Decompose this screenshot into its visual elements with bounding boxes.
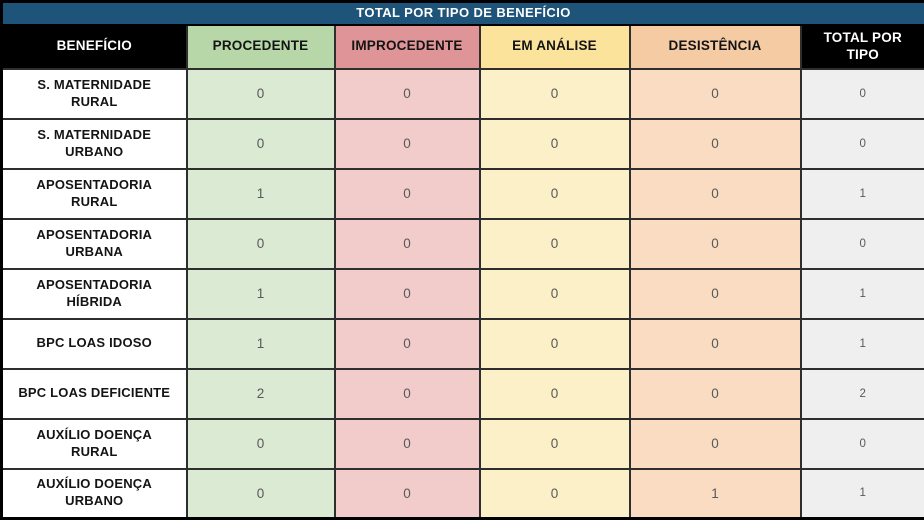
table-row: APOSENTADORIA HÍBRIDA 1 0 0 0 1 — [0, 267, 924, 320]
column-header-total-por-tipo: TOTAL POR TIPO — [799, 23, 924, 70]
value-cell: 0 — [628, 317, 802, 370]
value-cell: 2 — [799, 367, 924, 420]
value-cell: 0 — [628, 217, 802, 270]
table-title: TOTAL POR TIPO DE BENEFÍCIO — [0, 0, 924, 26]
value-cell: 0 — [185, 217, 336, 270]
value-cell: 0 — [333, 117, 481, 170]
value-cell: 0 — [333, 467, 481, 520]
row-label-auxilio-doenca-rural: AUXÍLIO DOENÇA RURAL — [0, 417, 188, 470]
column-header-improcedente: IMPROCEDENTE — [333, 23, 481, 70]
value-cell: 0 — [333, 67, 481, 120]
row-label-aposentadoria-urbana: APOSENTADORIA URBANA — [0, 217, 188, 270]
value-cell: 1 — [799, 467, 924, 520]
value-cell: 1 — [628, 467, 802, 520]
value-cell: 1 — [185, 167, 336, 220]
value-cell: 0 — [628, 417, 802, 470]
value-cell: 0 — [628, 367, 802, 420]
row-label-s-maternidade-urbano: S. MATERNIDADE URBANO — [0, 117, 188, 170]
value-cell: 0 — [478, 267, 631, 320]
table-row: BPC LOAS IDOSO 1 0 0 0 1 — [0, 317, 924, 370]
column-header-procedente: PROCEDENTE — [185, 23, 336, 70]
value-cell: 1 — [799, 267, 924, 320]
row-label-s-maternidade-rural: S. MATERNIDADE RURAL — [0, 67, 188, 120]
table-row: APOSENTADORIA URBANA 0 0 0 0 0 — [0, 217, 924, 270]
row-label-auxilio-doenca-urbano: AUXÍLIO DOENÇA URBANO — [0, 467, 188, 520]
value-cell: 0 — [799, 417, 924, 470]
value-cell: 0 — [478, 67, 631, 120]
column-header-desistencia: DESISTÊNCIA — [628, 23, 802, 70]
value-cell: 0 — [478, 367, 631, 420]
value-cell: 0 — [478, 167, 631, 220]
value-cell: 0 — [333, 317, 481, 370]
value-cell: 0 — [628, 267, 802, 320]
value-cell: 0 — [333, 167, 481, 220]
value-cell: 0 — [478, 217, 631, 270]
value-cell: 0 — [799, 117, 924, 170]
value-cell: 0 — [628, 117, 802, 170]
row-label-bpc-loas-idoso: BPC LOAS IDOSO — [0, 317, 188, 370]
value-cell: 1 — [185, 317, 336, 370]
value-cell: 0 — [185, 467, 336, 520]
value-cell: 0 — [185, 117, 336, 170]
column-header-em-analise: EM ANÁLISE — [478, 23, 631, 70]
value-cell: 0 — [478, 467, 631, 520]
value-cell: 0 — [185, 67, 336, 120]
value-cell: 0 — [478, 417, 631, 470]
value-cell: 0 — [628, 67, 802, 120]
value-cell: 0 — [799, 67, 924, 120]
table-row: AUXÍLIO DOENÇA RURAL 0 0 0 0 0 — [0, 417, 924, 470]
row-label-aposentadoria-hibrida: APOSENTADORIA HÍBRIDA — [0, 267, 188, 320]
value-cell: 0 — [628, 167, 802, 220]
value-cell: 0 — [799, 217, 924, 270]
value-cell: 1 — [185, 267, 336, 320]
value-cell: 0 — [333, 217, 481, 270]
table-row: S. MATERNIDADE RURAL 0 0 0 0 0 — [0, 67, 924, 120]
row-label-aposentadoria-rural: APOSENTADORIA RURAL — [0, 167, 188, 220]
table-title-row: TOTAL POR TIPO DE BENEFÍCIO — [0, 0, 924, 26]
value-cell: 2 — [185, 367, 336, 420]
value-cell: 0 — [333, 267, 481, 320]
column-header-beneficio: BENEFÍCIO — [0, 23, 188, 70]
value-cell: 0 — [333, 417, 481, 470]
value-cell: 0 — [478, 117, 631, 170]
value-cell: 0 — [333, 367, 481, 420]
table-header-row: BENEFÍCIO PROCEDENTE IMPROCEDENTE EM ANÁLIS… — [0, 23, 924, 70]
value-cell: 1 — [799, 317, 924, 370]
table-row: S. MATERNIDADE URBANO 0 0 0 0 0 — [0, 117, 924, 170]
value-cell: 0 — [478, 317, 631, 370]
value-cell: 1 — [799, 167, 924, 220]
table-row: BPC LOAS DEFICIENTE 2 0 0 0 2 — [0, 367, 924, 420]
table-row: APOSENTADORIA RURAL 1 0 0 0 1 — [0, 167, 924, 220]
table-row: AUXÍLIO DOENÇA URBANO 0 0 0 1 1 — [0, 467, 924, 520]
value-cell: 0 — [185, 417, 336, 470]
row-label-bpc-loas-deficiente: BPC LOAS DEFICIENTE — [0, 367, 188, 420]
